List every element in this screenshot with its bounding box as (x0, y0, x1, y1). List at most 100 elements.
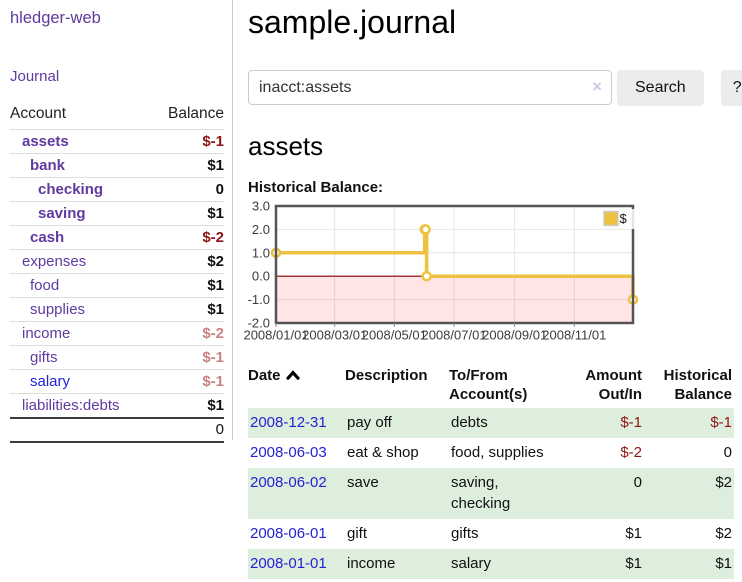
account-balance: $1 (151, 273, 224, 298)
register-header-historical: Historical Balance (663, 366, 732, 404)
account-balance: $-2 (151, 321, 224, 346)
account-link[interactable]: saving (38, 205, 86, 222)
register-header-description: Description (345, 366, 428, 384)
historical-balance-chart: $3.0 2.0 1.0 0.0 -1.0 -2.0 2008/01/01 2008/03/0… (243, 198, 708, 344)
x-axis-tick-label: 2008/09/01 (482, 327, 547, 342)
account-balance: $-1 (151, 345, 224, 370)
transaction-date-link[interactable]: 2008-06-01 (250, 524, 327, 542)
transaction-balance: $2 (715, 524, 732, 542)
accounts-total-row: 0 (10, 417, 224, 443)
transaction-date-link[interactable]: 2008-12-31 (250, 413, 327, 431)
register-row: 2008-01-01 income salary $1 $1 (248, 549, 734, 580)
register-table-header: Date Description To/From Account(s) Amount Ou… (248, 363, 734, 408)
page-title: sample.journal (248, 4, 457, 40)
register-header-date[interactable]: Date (248, 363, 345, 408)
account-balance: 0 (151, 177, 224, 202)
account-link[interactable]: supplies (30, 301, 86, 318)
accounts-table: Account Balance assets $-1 bank $1 check… (10, 103, 224, 443)
account-balance: $1 (151, 201, 224, 226)
transaction-balance: $-1 (710, 413, 732, 431)
accounts-header-balance: Balance (167, 105, 224, 122)
search-input[interactable] (248, 70, 612, 106)
account-link[interactable]: salary (30, 373, 71, 390)
help-button[interactable]: ? (720, 69, 742, 106)
clear-search-icon[interactable]: × (592, 77, 602, 97)
y-axis-tick-label: 2.0 (252, 222, 270, 237)
account-row: expenses $2 (10, 249, 224, 274)
account-row: salary $-1 (10, 369, 224, 394)
account-row: bank $1 (10, 153, 224, 178)
accounts-total-spacer (10, 417, 152, 443)
transaction-description: gift (347, 524, 368, 542)
register-row: 2008-06-02 save saving, checking 0 $2 (248, 468, 734, 519)
account-link[interactable]: gifts (30, 349, 58, 366)
account-balance: $-1 (151, 129, 224, 154)
account-balance: $1 (151, 153, 224, 178)
transaction-amount: $1 (625, 555, 642, 573)
transaction-balance: $1 (715, 555, 732, 573)
data-point-marker (420, 223, 431, 235)
chart-title: Historical Balance: (248, 178, 384, 196)
accounts-table-header: Account Balance (10, 103, 224, 130)
account-row: supplies $1 (10, 297, 224, 322)
y-axis-tick-label: -1.0 (248, 292, 270, 307)
search-input-wrap: × (248, 70, 612, 106)
account-link[interactable]: income (22, 325, 71, 342)
transaction-accounts: debts (451, 413, 488, 431)
register-row: 2008-12-31 pay off debts $-1 $-1 (248, 407, 734, 439)
account-link[interactable]: bank (30, 157, 66, 174)
account-link[interactable]: checking (38, 181, 104, 198)
search-button[interactable]: Search (617, 69, 704, 106)
transaction-date-link[interactable]: 2008-06-03 (250, 444, 327, 462)
search-form: × Search ? (248, 69, 742, 106)
account-row: checking 0 (10, 177, 224, 202)
sidebar-nav: Journal (10, 68, 224, 86)
account-row: food $1 (10, 273, 224, 298)
main-content: sample.journal × Search ? assets Histori… (233, 0, 742, 580)
transaction-date-link[interactable]: 2008-01-01 (250, 555, 327, 573)
transaction-amount: $1 (625, 524, 642, 542)
account-balance: $1 (151, 297, 224, 322)
account-row: liabilities:debts $1 (10, 393, 224, 418)
account-link[interactable]: assets (22, 133, 69, 150)
x-axis-tick-label: 2008/05/01 (362, 327, 427, 342)
register-header-amount: Amount Out/In (585, 366, 642, 404)
account-balance: $1 (151, 393, 224, 418)
transaction-description: eat & shop (347, 444, 419, 462)
transaction-date-link[interactable]: 2008-06-02 (250, 474, 327, 492)
data-point-marker (421, 270, 432, 282)
transaction-accounts: gifts (451, 524, 479, 542)
account-balance: $2 (151, 249, 224, 274)
register-table: Date Description To/From Account(s) Amount Ou… (248, 363, 734, 580)
transaction-balance: 0 (723, 444, 732, 462)
accounts-header-account: Account (10, 105, 67, 122)
transaction-amount: 0 (633, 474, 642, 492)
account-balance: $-1 (151, 369, 224, 394)
account-link[interactable]: food (30, 277, 60, 294)
account-row: income $-2 (10, 321, 224, 346)
transaction-balance: $2 (715, 474, 732, 492)
chart-legend: $ (597, 208, 639, 229)
account-link[interactable]: cash (30, 229, 65, 246)
account-heading: assets (248, 130, 324, 161)
x-axis-tick-label: 2008/03/01 (302, 327, 367, 342)
account-link[interactable]: liabilities:debts (22, 397, 120, 414)
y-axis-tick-label: 1.0 (252, 245, 270, 260)
register-row: 2008-06-03 eat & shop food, supplies $-2… (248, 438, 734, 468)
accounts-total-value: 0 (151, 417, 224, 443)
register-header-to-from: To/From Account(s) (449, 366, 528, 404)
transaction-accounts: food, supplies (451, 444, 544, 462)
sort-ascending-icon (285, 369, 300, 380)
transaction-description: pay off (347, 413, 392, 431)
account-link[interactable]: expenses (22, 253, 87, 270)
transaction-amount: $-2 (620, 444, 642, 462)
brand-link[interactable]: hledger-web (10, 9, 101, 27)
transaction-description: income (347, 555, 396, 573)
legend-color-swatch (603, 210, 619, 227)
x-axis-tick-label: 2008/01/01 (243, 327, 308, 342)
account-row: cash $-2 (10, 225, 224, 250)
sidebar-item-journal[interactable]: Journal (10, 68, 60, 85)
balance-chart-svg: $3.0 2.0 1.0 0.0 -1.0 -2.02008/01/012008/03/0… (243, 198, 639, 342)
y-axis-tick-label: 3.0 (252, 198, 270, 213)
